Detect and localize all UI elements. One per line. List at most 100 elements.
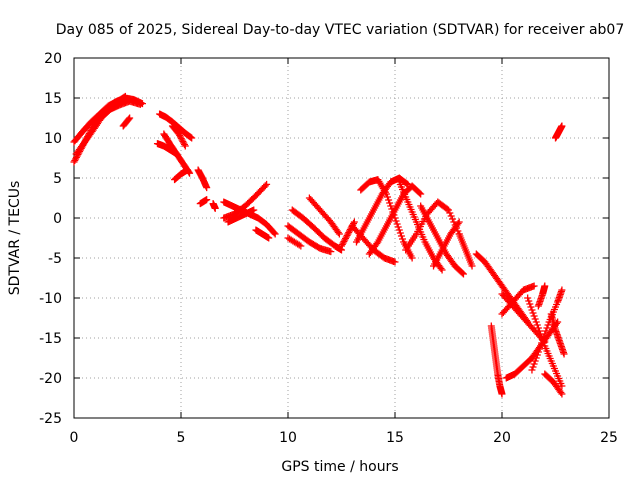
data-point <box>345 229 353 236</box>
data-point <box>125 115 133 123</box>
data-point <box>385 196 393 204</box>
data-point <box>338 241 346 248</box>
data-point <box>397 232 405 240</box>
data-point <box>203 196 211 204</box>
data-point <box>71 157 79 164</box>
data-point <box>531 357 539 365</box>
data-point <box>342 233 350 241</box>
data-point <box>398 235 406 243</box>
trace-t3 <box>72 97 144 158</box>
data-point <box>528 366 536 374</box>
data-point <box>524 294 532 302</box>
data-point <box>340 238 348 245</box>
data-point <box>70 158 78 166</box>
data-point <box>386 199 394 207</box>
data-point <box>341 236 349 244</box>
data-point <box>334 229 342 236</box>
data-point <box>297 242 305 250</box>
data-point <box>446 209 454 217</box>
data-point <box>342 235 350 242</box>
data-point <box>126 114 134 122</box>
trace-t9 <box>171 166 191 184</box>
data-point <box>181 142 189 150</box>
data-points <box>70 92 568 398</box>
data-point <box>180 141 188 148</box>
data-point <box>455 218 463 226</box>
data-point <box>534 324 542 332</box>
data-point <box>387 202 395 210</box>
data-point <box>541 330 549 338</box>
data-point <box>417 190 425 198</box>
y-tick-label: 10 <box>44 131 62 147</box>
trace-t37 <box>528 286 566 374</box>
data-point <box>382 190 390 198</box>
data-point <box>265 234 273 242</box>
data-point <box>173 150 181 158</box>
chart-title: Day 085 of 2025, Sidereal Day-to-day VTE… <box>56 22 625 38</box>
y-tick-label: -15 <box>39 331 62 347</box>
y-tick-label: 5 <box>53 171 62 187</box>
trace-t17 <box>284 222 335 256</box>
trace-t19 <box>305 194 343 238</box>
data-point <box>529 309 537 317</box>
y-tick-label: -5 <box>48 251 62 267</box>
data-point <box>532 318 540 326</box>
trace-t34 <box>498 282 538 318</box>
data-point <box>542 327 550 335</box>
data-point <box>530 360 538 368</box>
data-point <box>179 138 187 145</box>
trace-t23 <box>357 176 416 262</box>
trace-t7 <box>153 140 181 158</box>
data-point <box>346 227 354 235</box>
data-point <box>250 206 258 214</box>
data-point <box>344 230 352 238</box>
data-point <box>391 258 399 266</box>
data-point <box>295 241 303 249</box>
y-tick-label: 0 <box>53 211 62 227</box>
data-point <box>395 226 403 234</box>
trace-t38 <box>534 282 549 310</box>
trace-t32 <box>487 322 506 398</box>
data-point <box>541 282 549 290</box>
data-point <box>203 184 211 192</box>
data-point <box>468 262 476 270</box>
trace-t35 <box>502 318 562 382</box>
data-point <box>384 193 392 201</box>
data-point <box>538 339 546 347</box>
data-point <box>558 390 566 398</box>
data-point <box>544 321 552 329</box>
data-point <box>261 182 269 190</box>
data-point <box>327 248 335 256</box>
data-point <box>350 218 358 226</box>
data-point <box>343 232 351 239</box>
trace-t8 <box>168 122 189 150</box>
trace-t25 <box>365 182 425 258</box>
y-tick-label: 15 <box>44 91 62 107</box>
trace-t39 <box>547 310 568 358</box>
data-point <box>176 132 184 139</box>
y-tick-label: -10 <box>39 291 62 307</box>
data-point <box>270 229 278 237</box>
data-point <box>188 134 196 142</box>
data-point <box>498 390 506 398</box>
data-point <box>447 212 455 220</box>
data-point <box>339 239 347 247</box>
plot-frame <box>73 57 610 419</box>
data-point <box>437 265 445 272</box>
data-point <box>178 136 186 144</box>
data-point <box>537 342 545 350</box>
data-point <box>335 230 343 238</box>
x-axis-label: GPS time / hours <box>281 459 398 475</box>
y-axis-ticks: 20 15 10 5 0 -5 -10 -15 -20 -25 <box>39 51 609 427</box>
x-tick-label: 10 <box>279 430 297 446</box>
trace-t16 <box>252 226 273 242</box>
x-tick-label: 25 <box>600 430 618 446</box>
x-tick-label: 15 <box>386 430 404 446</box>
data-point <box>454 220 462 227</box>
y-tick-label: -20 <box>39 371 62 387</box>
data-point <box>443 205 451 213</box>
data-point <box>438 266 446 274</box>
data-point <box>539 336 547 344</box>
data-point <box>177 135 185 142</box>
